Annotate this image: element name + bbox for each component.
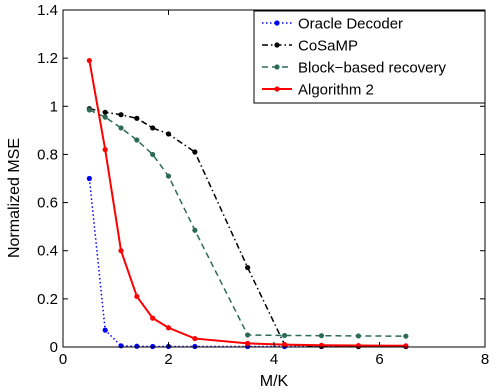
legend-label-1: CoSaMP: [298, 38, 358, 55]
legend-marker-0: [274, 20, 280, 26]
data-point-1-6: [192, 149, 198, 155]
data-point-1-1: [102, 109, 108, 115]
data-point-3-2: [118, 248, 124, 254]
data-point-1-2: [118, 112, 124, 118]
x-tick-label-0: 0: [59, 351, 67, 368]
series-line-1: [89, 107, 406, 348]
x-axis-label: M/K: [260, 373, 289, 390]
series-line-0: [88, 178, 406, 348]
data-point-3-4: [150, 315, 156, 321]
y-tick-label-0: 0: [50, 339, 58, 356]
series-3: [86, 57, 409, 349]
data-point-1-7: [245, 264, 251, 271]
legend-label-2: Block−based recovery: [298, 60, 446, 77]
series-0: [86, 175, 409, 350]
x-tick-label-3: 6: [375, 351, 383, 368]
data-point-3-8: [281, 341, 288, 348]
data-point-2-1: [102, 114, 108, 120]
x-tick-label-1: 2: [164, 351, 172, 368]
y-tick-label-3: 0.6: [37, 195, 58, 212]
series-line-3: [88, 60, 406, 347]
data-point-2-11: [403, 333, 409, 339]
data-point-3-11: [403, 343, 409, 349]
data-point-2-9: [318, 333, 325, 339]
data-point-2-2: [118, 125, 124, 131]
data-point-3-6: [192, 335, 198, 342]
y-tick-label-1: 0.2: [37, 291, 58, 308]
series-2: [86, 107, 409, 339]
data-point-2-4: [150, 151, 156, 158]
legend-marker-1: [274, 42, 280, 48]
data-point-2-7: [245, 332, 251, 338]
y-axis-label: Normalized MSE: [6, 138, 23, 258]
x-tick-label-2: 4: [270, 351, 278, 368]
data-point-2-10: [355, 333, 361, 339]
legend-box: [253, 10, 486, 104]
data-point-0-1: [102, 327, 108, 333]
y-tick-label-7: 1.4: [37, 2, 58, 19]
data-point-2-8: [281, 332, 288, 339]
y-tick-label-5: 1: [50, 98, 58, 115]
data-point-3-7: [245, 340, 251, 346]
data-point-1-4: [150, 125, 156, 131]
data-point-0-2: [118, 343, 124, 349]
series-line-2: [89, 109, 406, 337]
axes-layer: 0 2 4 6 8 0 0.2 0.4 0.6 0.8 1 1.2 1.4: [37, 2, 489, 368]
data-point-0-0: [86, 175, 92, 182]
legend-label-0: Oracle Decoder: [298, 16, 403, 33]
data-point-1-3: [134, 115, 140, 121]
data-point-0-3: [134, 343, 140, 349]
series-1: [86, 106, 409, 350]
data-point-2-6: [192, 227, 198, 233]
legend: Oracle Decoder CoSaMP Block−based recovery…: [253, 10, 486, 104]
data-point-3-1: [102, 147, 108, 153]
y-tick-label-4: 0.8: [37, 146, 58, 163]
data-point-2-0: [86, 107, 92, 113]
data-point-3-5: [165, 325, 172, 331]
y-tick-label-2: 0.4: [37, 243, 58, 260]
data-point-3-0: [86, 57, 92, 64]
data-point-2-3: [134, 137, 140, 143]
x-tick-label-4: 8: [481, 351, 489, 368]
data-point-2-5: [165, 173, 172, 179]
data-point-1-5: [165, 131, 172, 137]
legend-marker-2: [274, 64, 280, 70]
legend-label-3: Algorithm 2: [298, 82, 374, 99]
y-tick-label-6: 1.2: [37, 50, 58, 67]
legend-marker-3: [274, 86, 280, 92]
data-point-3-3: [134, 293, 140, 300]
